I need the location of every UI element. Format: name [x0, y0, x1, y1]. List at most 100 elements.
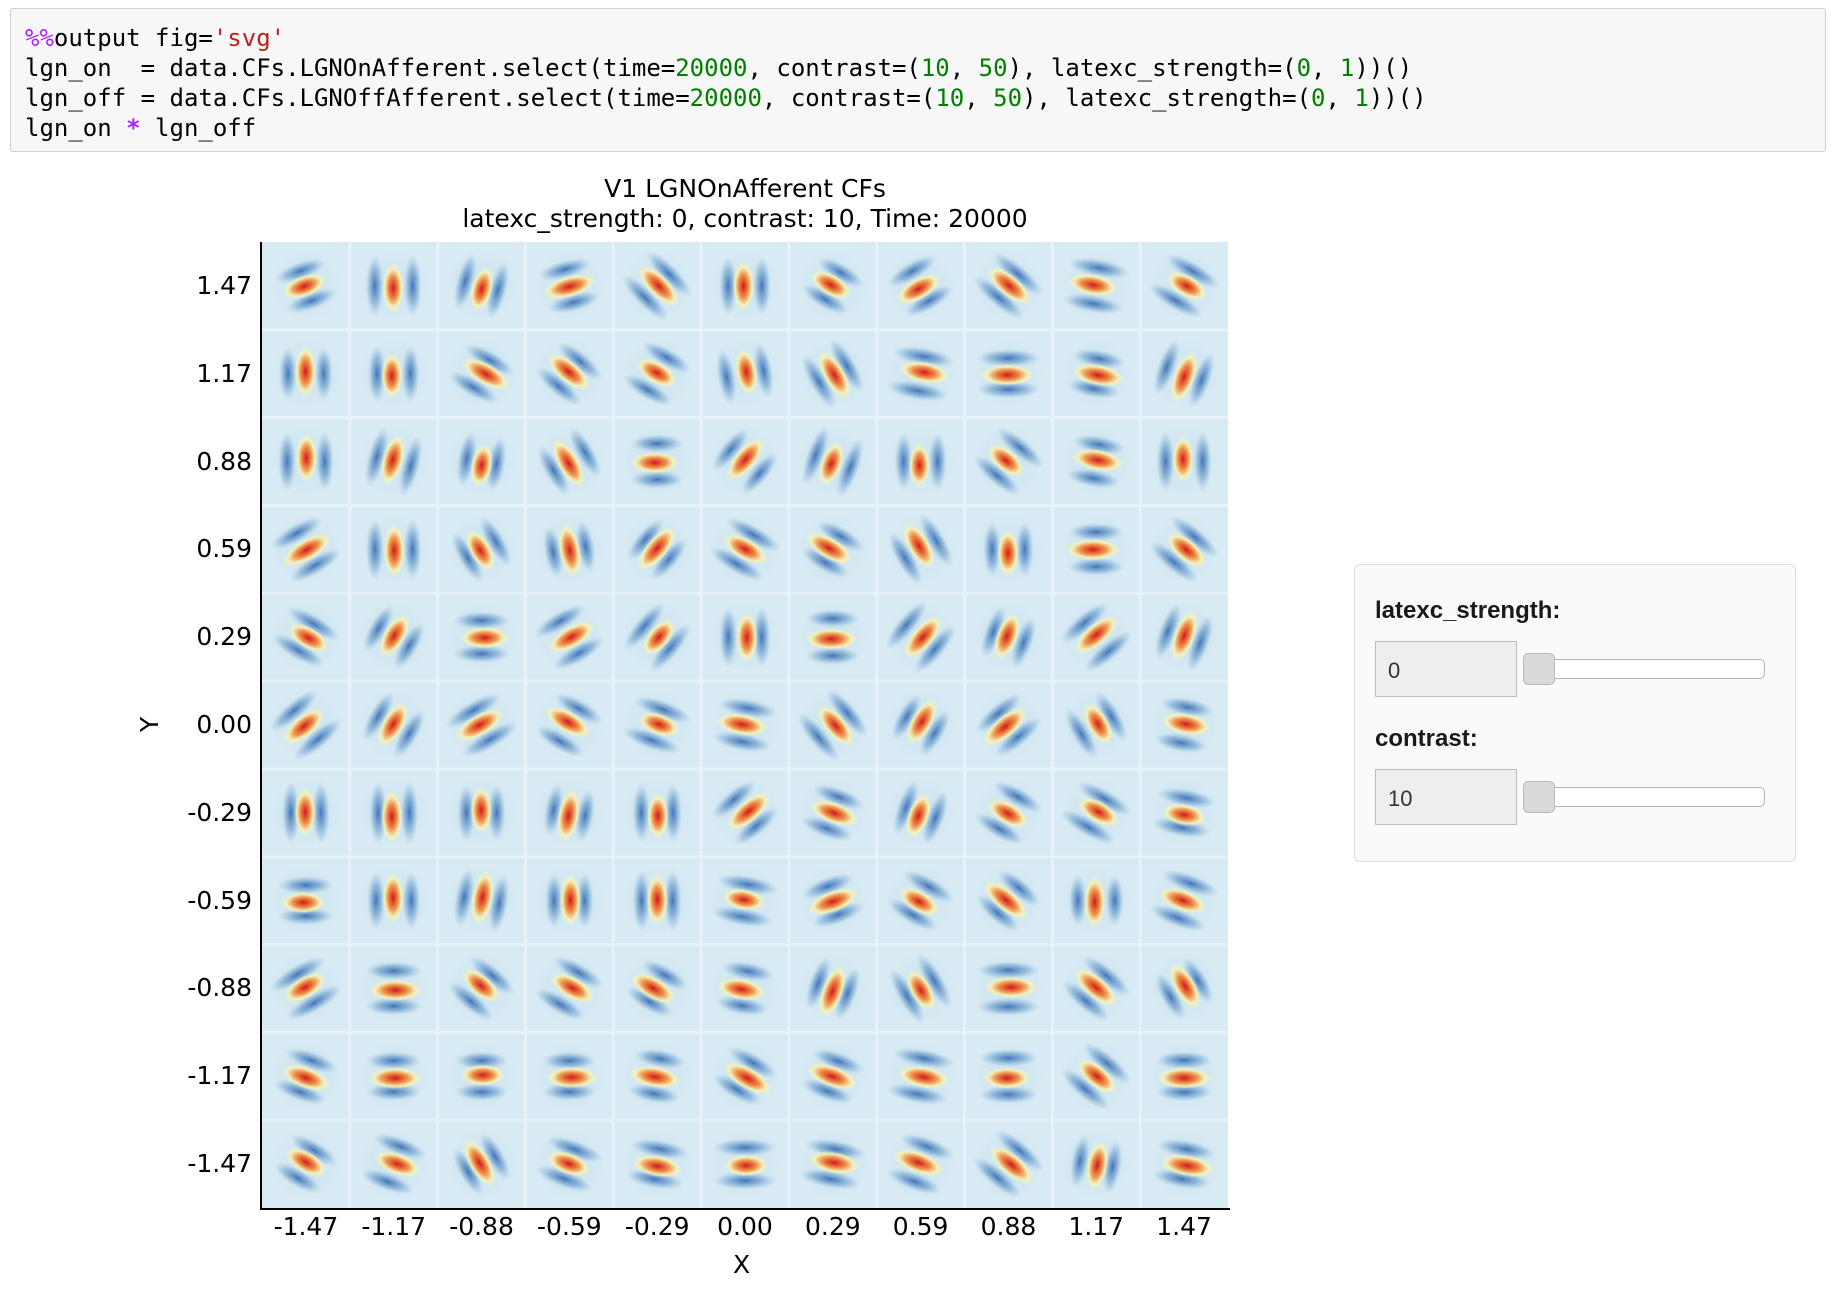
cf-patch — [970, 1038, 1047, 1115]
code-token: ))() — [1354, 54, 1413, 82]
cf-patch — [794, 423, 871, 500]
cf-patch — [619, 1126, 696, 1203]
cf-grid-plot — [262, 242, 1228, 1208]
cf-patch — [1058, 862, 1135, 939]
code-token: 20000 — [689, 84, 762, 112]
latexc-strength-slider-handle[interactable] — [1523, 653, 1555, 685]
code-token: 0 — [1311, 84, 1326, 112]
cf-patch — [794, 511, 871, 588]
cf-patch — [267, 1126, 344, 1203]
cf-patch — [531, 335, 608, 412]
cf-patch — [1146, 1038, 1223, 1115]
cf-patch — [707, 687, 783, 763]
cf-patch — [355, 1126, 432, 1203]
y-tick-label: 0.29 — [196, 622, 252, 652]
cf-patch — [443, 423, 520, 500]
cf-patch — [1146, 423, 1223, 500]
cf-patch — [443, 247, 520, 324]
cf-patch — [1146, 1126, 1223, 1203]
cf-patch — [267, 511, 344, 588]
code-token: output fig= — [53, 24, 213, 52]
cf-patch — [1146, 599, 1223, 676]
cf-patch — [267, 423, 344, 500]
cf-patch — [443, 599, 520, 676]
cf-patch — [882, 687, 959, 763]
widget-panel: latexc_strength: 0 contrast: 10 — [1354, 564, 1796, 862]
cf-patch — [707, 511, 783, 588]
code-token: , contrast=( — [761, 84, 936, 112]
code-token: %% — [25, 24, 54, 52]
cf-patch — [970, 423, 1047, 500]
cf-patch — [794, 774, 871, 851]
code-token: 1 — [1339, 54, 1355, 82]
x-tick-label: -1.17 — [361, 1212, 427, 1241]
cf-patch — [794, 335, 871, 412]
cf-patch — [443, 1126, 520, 1203]
code-token: 20000 — [675, 54, 748, 82]
cf-patch — [1058, 511, 1135, 588]
code-token: ))() — [1368, 84, 1427, 112]
cf-patch — [619, 950, 696, 1027]
cf-patch — [531, 687, 608, 763]
cf-patch — [619, 423, 696, 500]
cf-patch — [443, 1038, 520, 1115]
cf-patch — [882, 511, 959, 588]
cf-patch — [267, 247, 344, 324]
code-token: * — [126, 114, 141, 142]
code-token: , contrast=( — [747, 54, 921, 82]
cf-patch — [267, 335, 344, 412]
cf-patch — [1146, 687, 1223, 763]
code-token: 0 — [1296, 54, 1312, 82]
cf-patch — [531, 1126, 608, 1203]
cf-figure: V1 LGNOnAfferent CFs latexc_strength: 0,… — [0, 160, 1300, 1304]
cf-patch — [1058, 950, 1135, 1027]
y-tick-label: -0.59 — [187, 885, 252, 915]
latexc-strength-input[interactable]: 0 — [1375, 641, 1517, 697]
cf-patch — [1146, 774, 1223, 851]
y-tick-label: -1.17 — [187, 1061, 252, 1091]
cf-patch — [970, 862, 1047, 939]
code-token: 10 — [920, 54, 950, 82]
cf-patch — [619, 511, 696, 588]
code-token: , — [1311, 54, 1340, 82]
latexc-strength-slider-track[interactable] — [1523, 659, 1765, 679]
cf-patch — [443, 774, 520, 851]
cf-patch — [355, 247, 432, 324]
cf-patch — [1146, 950, 1223, 1027]
code-cell[interactable]: %%output fig='svg' lgn_on = data.CFs.LGN… — [10, 8, 1826, 152]
cf-patch — [970, 950, 1047, 1027]
x-tick-label: -0.59 — [537, 1212, 602, 1241]
code-token: 1 — [1354, 84, 1369, 112]
cf-patch — [882, 335, 959, 412]
cf-patch — [355, 950, 432, 1027]
cf-patch — [531, 1038, 608, 1115]
x-tick-label: 0.88 — [980, 1212, 1037, 1241]
cf-patch — [882, 247, 959, 324]
code-token: ), latexc_strength=( — [1007, 54, 1297, 82]
cf-patch — [619, 862, 696, 939]
y-tick-label: 0.00 — [196, 710, 252, 739]
cf-patch — [619, 599, 696, 676]
cf-patch — [794, 1126, 871, 1203]
contrast-slider-track[interactable] — [1523, 787, 1765, 807]
figure-title: V1 LGNOnAfferent CFs — [604, 174, 886, 203]
cf-patch — [355, 774, 432, 851]
cf-patch — [707, 423, 783, 500]
y-tick-label: 0.88 — [196, 446, 252, 476]
cf-patch — [970, 774, 1047, 851]
contrast-label: contrast: — [1375, 725, 1478, 752]
code-token: 10 — [935, 84, 965, 112]
cf-patch — [1058, 1126, 1135, 1203]
contrast-input[interactable]: 10 — [1375, 769, 1517, 825]
contrast-slider-handle[interactable] — [1523, 781, 1555, 813]
cf-patch — [531, 511, 608, 588]
cf-patch — [707, 247, 783, 324]
cf-patch — [267, 774, 344, 851]
code-token: 'svg' — [212, 24, 286, 52]
cf-patch — [707, 950, 783, 1027]
cf-patch — [443, 950, 520, 1027]
cf-patch — [1058, 1038, 1135, 1115]
cf-patch — [443, 511, 520, 588]
cf-patch — [707, 1126, 783, 1203]
cf-patch — [794, 1038, 871, 1115]
